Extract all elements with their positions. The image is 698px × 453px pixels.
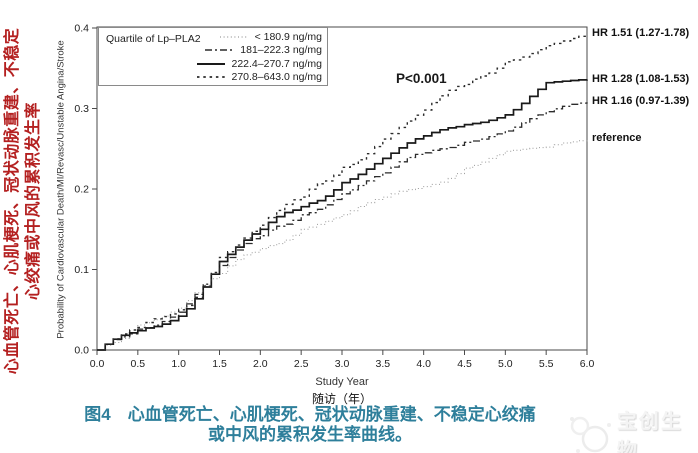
survival-curve-chart: 0.0 0.5 1.0 1.5 2.0 2.5 3.0 3.5 4.0 4.5 5.0 5.5 6.0 0… — [74, 23, 594, 371]
legend-title: Quartile of Lp–PLA2 — [106, 33, 201, 45]
y-tick-label: 0.1 — [74, 264, 89, 276]
legend-item-label: 270.8–643.0 ng/mg — [231, 71, 323, 84]
legend-item: < 180.9 ng/mg — [196, 30, 322, 44]
axis-tick-labels: 0.0 0.5 1.0 1.5 2.0 2.5 3.0 3.5 4.0 4.5 5.0 5.5 6.0 0… — [74, 23, 594, 371]
curve-dashdot — [97, 102, 588, 351]
curve-dashed — [97, 34, 588, 351]
x-tick-label: 1.0 — [171, 358, 186, 370]
legend-line-sample-solid — [196, 62, 225, 65]
x-tick-label: 6.0 — [580, 358, 595, 370]
x-tick-label: 1.5 — [212, 358, 227, 370]
y-tick-label: 0.0 — [74, 345, 89, 357]
watermark-logo-icon — [570, 416, 611, 453]
x-tick-label: 2.5 — [294, 358, 309, 370]
legend-entries: < 180.9 ng/mg 181–222.3 ng/mg 222.4–270.7 … — [196, 30, 323, 85]
hr-label: HR 1.51 (1.27-1.78) — [592, 27, 690, 40]
legend-item: 181–222.3 ng/mg — [196, 44, 322, 58]
y-axis-chinese-label-line2: 心绞痛或中风的累积发生率 — [25, 102, 42, 301]
p-value-annotation: P<0.001 — [396, 71, 447, 86]
x-tick-label: 5.0 — [498, 358, 513, 370]
x-tick-label: 0.0 — [90, 358, 105, 370]
figure-caption-line2: 或中风的累积发生率曲线。 — [208, 425, 412, 444]
y-tick-label: 0.4 — [74, 23, 89, 35]
legend-item-label: < 180.9 ng/mg — [254, 30, 322, 43]
curves — [97, 34, 588, 351]
y-axis-label: Probability of Cardiovascular Death/MI/R… — [55, 40, 67, 339]
x-tick-label: 2.0 — [253, 358, 268, 370]
hr-label: HR 1.28 (1.08-1.53) — [592, 72, 690, 85]
y-tick-label: 0.3 — [74, 103, 89, 115]
legend-line-sample-dashed — [196, 76, 225, 79]
x-tick-label: 5.5 — [539, 358, 554, 370]
x-tick-label: 4.5 — [457, 358, 472, 370]
legend-item: 222.4–270.7 ng/mg — [196, 57, 323, 71]
legend-item-label: 181–222.3 ng/mg — [240, 44, 322, 57]
curve-solid — [97, 79, 588, 351]
figure-caption: 图4 心血管死亡、心肌梗死、冠状动脉重建、不稳定心绞痛 或中风的累积发生率曲线。 — [30, 405, 590, 445]
chart-legend: Quartile of Lp–PLA2 < 180.9 ng/mg 181–222… — [98, 27, 328, 86]
legend-line-sample-dotted — [219, 36, 248, 38]
figure-caption-line1: 图4 心血管死亡、心肌梗死、冠状动脉重建、不稳定心绞痛 — [84, 405, 536, 424]
hr-label: HR 1.16 (0.97-1.39) — [592, 95, 690, 108]
watermark: 宝创生物 — [565, 405, 698, 453]
x-tick-label: 3.0 — [335, 358, 350, 370]
y-axis-chinese-label: 心血管死亡、心肌梗死、冠状动脉重建、不稳定 心绞痛或中风的累积发生率 — [2, 1, 46, 401]
legend-item-label: 222.4–270.7 ng/mg — [231, 57, 323, 70]
x-tick-label: 4.0 — [416, 358, 431, 370]
legend-line-sample-dashdot — [205, 49, 234, 52]
x-axis-label-chinese: 随访（年） — [311, 392, 372, 406]
x-tick-label: 3.5 — [376, 358, 391, 370]
x-tick-label: 0.5 — [131, 358, 146, 370]
y-tick-label: 0.2 — [74, 184, 89, 196]
x-axis-label: Study Year — [315, 376, 369, 388]
axis-ticks — [92, 27, 588, 355]
y-axis-chinese-label-line1: 心血管死亡、心肌梗死、冠状动脉重建、不稳定 — [4, 27, 21, 375]
watermark-text: 宝创生物 — [616, 411, 683, 453]
legend-item: 270.8–643.0 ng/mg — [196, 71, 323, 85]
hr-label: reference — [592, 132, 642, 145]
